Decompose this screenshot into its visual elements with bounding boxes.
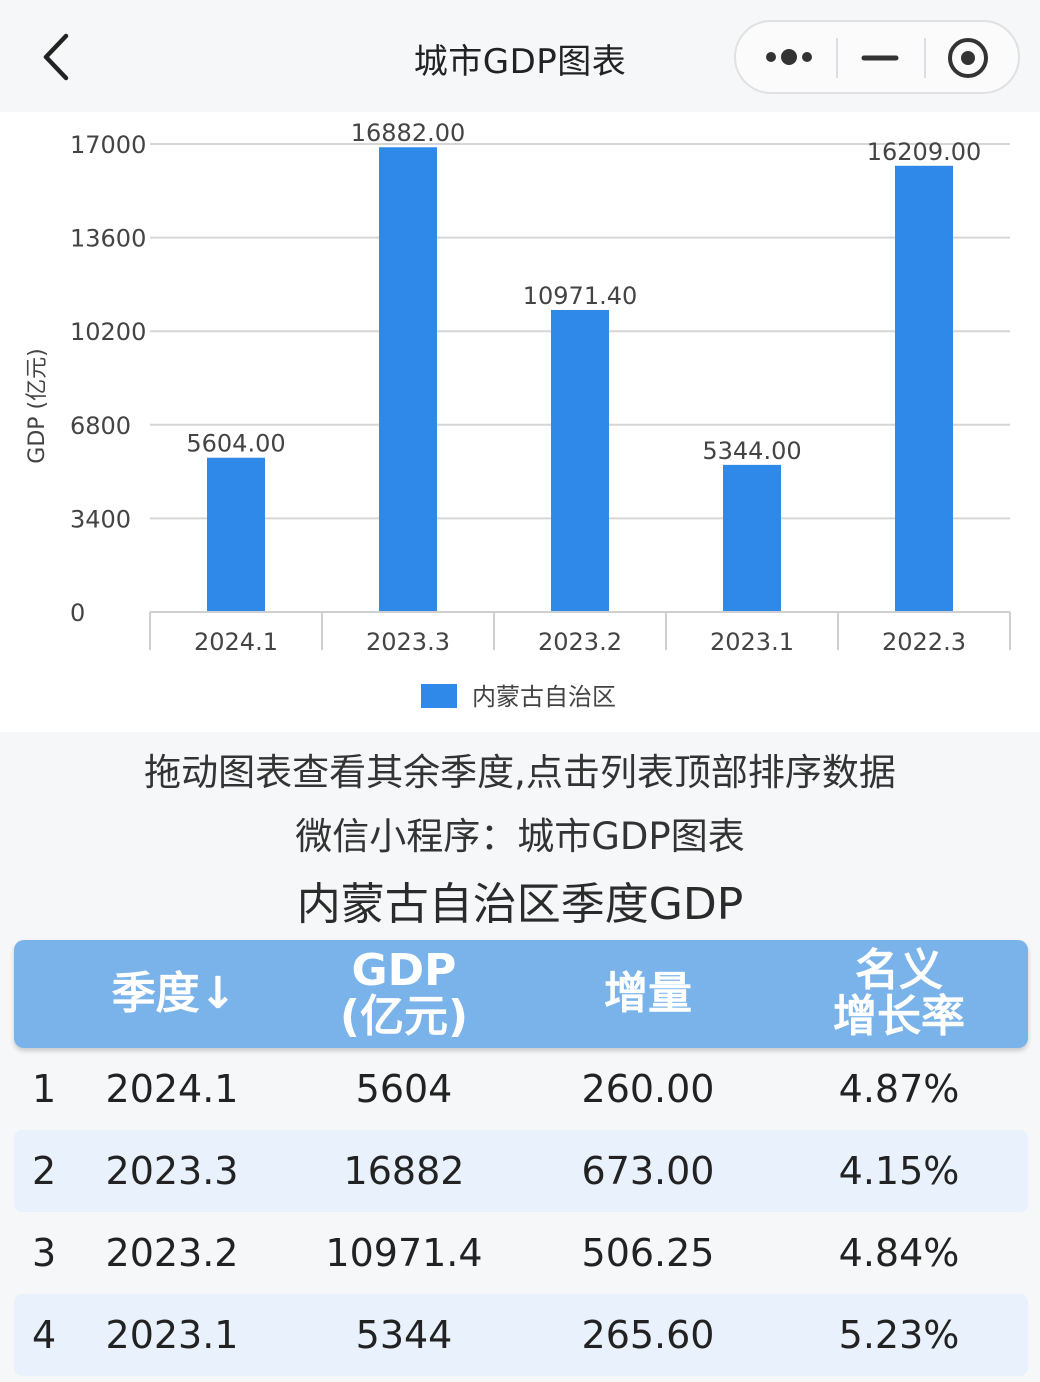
y-tick-label: 0 [70, 599, 85, 627]
gdp-table: 季度↓ GDP (亿元) 增量 名义 增长率 1 2024.1 5604 260… [14, 940, 1028, 1376]
y-tick-label: 6800 [70, 412, 131, 440]
quarter-cell: 2023.1 [105, 1313, 239, 1357]
chart-bar[interactable] [551, 309, 609, 612]
x-tick-label: 2023.2 [538, 628, 622, 656]
gdp-cell: 10971.4 [325, 1231, 483, 1275]
drag-hint-text: 拖动图表查看其余季度,点击列表顶部排序数据 [144, 751, 896, 794]
growth-rate-cell: 4.87% [838, 1067, 960, 1111]
capsule-divider [836, 38, 838, 78]
row-index: 4 [32, 1313, 57, 1357]
x-tick-label: 2023.3 [366, 628, 450, 656]
header-gdp-sort[interactable]: GDP (亿元) [339, 945, 469, 1042]
capsule-divider [924, 38, 926, 78]
y-tick-label: 13600 [70, 225, 146, 253]
legend-swatch [421, 684, 457, 708]
capsule-menu [734, 20, 1020, 94]
increase-cell: 673.00 [581, 1149, 715, 1193]
close-button[interactable] [924, 22, 1018, 92]
top-bar: 城市GDP图表 [0, 0, 1040, 112]
miniprogram-hint-text: 微信小程序：城市GDP图表 [295, 815, 745, 858]
minimize-button[interactable] [836, 22, 924, 92]
header-increase-sort[interactable]: 增量 [604, 968, 692, 1019]
y-tick-label: 17000 [70, 131, 146, 159]
target-circle-icon [948, 38, 988, 78]
row-index: 1 [32, 1067, 57, 1111]
growth-rate-cell: 4.84% [838, 1231, 960, 1275]
x-tick-label: 2022.3 [882, 628, 966, 656]
quarter-cell: 2023.2 [105, 1231, 239, 1275]
growth-rate-cell: 4.15% [838, 1149, 960, 1193]
more-dots-icon [766, 49, 812, 65]
back-button[interactable] [34, 30, 80, 84]
bar-data-label: 16209.00 [867, 138, 982, 166]
section-title: 内蒙古自治区季度GDP [296, 879, 744, 930]
table-row[interactable]: 2 2023.3 16882 673.00 4.15% [14, 1130, 1028, 1212]
increase-cell: 265.60 [581, 1313, 715, 1357]
gdp-bar-chart[interactable]: 0 3400 6800 10200 13600 17000 5604.00 16882.00… [0, 112, 1040, 732]
header-growth-rate-sort[interactable]: 名义 增长率 [833, 945, 965, 1042]
y-axis-label: GDP (亿元) [25, 348, 50, 463]
x-tick-label: 2023.1 [710, 628, 794, 656]
chart-canvas[interactable]: 0 3400 6800 10200 13600 17000 5604.00 16882.00… [0, 112, 1040, 732]
quarter-cell: 2023.3 [105, 1149, 239, 1193]
legend-label: 内蒙古自治区 [472, 683, 616, 711]
gdp-cell: 16882 [343, 1149, 465, 1193]
bar-data-label: 10971.40 [523, 282, 638, 310]
app-title: 城市GDP图表 [413, 42, 627, 82]
gdp-cell: 5344 [355, 1313, 453, 1357]
header-quarter-sort[interactable]: 季度↓ [111, 968, 237, 1019]
table-header: 季度↓ GDP (亿元) 增量 名义 增长率 [14, 940, 1028, 1048]
chart-bar[interactable] [895, 165, 953, 612]
chart-bar[interactable] [207, 457, 265, 612]
table-row[interactable]: 1 2024.1 5604 260.00 4.87% [14, 1048, 1028, 1130]
bar-data-label: 5604.00 [186, 430, 285, 458]
row-index: 3 [32, 1231, 57, 1275]
gdp-cell: 5604 [355, 1067, 453, 1111]
table-row[interactable]: 3 2023.2 10971.4 506.25 4.84% [14, 1212, 1028, 1294]
chart-bar[interactable] [379, 147, 437, 612]
bar-data-label: 16882.00 [351, 119, 466, 147]
chart-bar[interactable] [723, 464, 781, 612]
quarter-cell: 2024.1 [105, 1067, 239, 1111]
row-index: 2 [32, 1149, 57, 1193]
more-button[interactable] [736, 22, 836, 92]
chevron-left-icon [43, 33, 69, 81]
legend[interactable]: 内蒙古自治区 [421, 683, 616, 711]
table-row[interactable]: 4 2023.1 5344 265.60 5.23% [14, 1294, 1028, 1376]
y-tick-label: 10200 [70, 318, 146, 346]
bar-data-label: 5344.00 [702, 437, 801, 465]
minus-icon [861, 55, 899, 61]
x-tick-label: 2024.1 [194, 628, 278, 656]
increase-cell: 506.25 [581, 1231, 715, 1275]
y-tick-label: 3400 [70, 505, 131, 533]
growth-rate-cell: 5.23% [838, 1313, 960, 1357]
increase-cell: 260.00 [581, 1067, 715, 1111]
